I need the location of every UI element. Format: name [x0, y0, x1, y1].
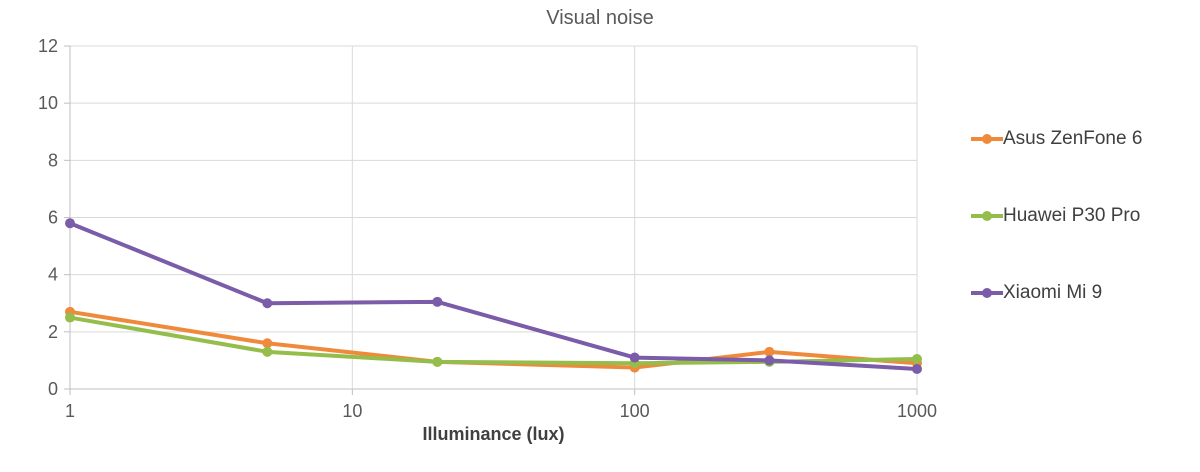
series-marker-2 — [764, 355, 775, 366]
legend-item-2: Xiaomi Mi 9 — [971, 282, 1142, 304]
series-marker-2 — [65, 218, 75, 229]
legend-label: Huawei P30 Pro — [1003, 205, 1141, 226]
x-tick-label: 100 — [620, 401, 650, 421]
legend: Asus ZenFone 6 Huawei P30 Pro Xiaomi Mi 9 — [971, 128, 1142, 304]
series-marker-1 — [912, 353, 922, 364]
legend-label: Asus ZenFone 6 — [1003, 128, 1143, 149]
y-tick-label: 0 — [48, 379, 58, 399]
series-marker-1 — [262, 346, 273, 357]
y-tick-label: 6 — [48, 208, 58, 228]
series-marker-1 — [432, 356, 443, 367]
plot-area: 0 2 4 6 8 10 12 1 10 100 1000 — [38, 36, 937, 421]
series-marker-1 — [65, 312, 75, 323]
x-tick-label: 1000 — [897, 401, 937, 421]
legend-item-0: Asus ZenFone 6 — [971, 128, 1142, 150]
y-tick-label: 8 — [48, 150, 58, 170]
legend-marker-icon — [971, 134, 1003, 144]
y-tick-label: 12 — [38, 36, 58, 56]
series-marker-2 — [912, 363, 922, 374]
chart-title: Visual noise — [546, 7, 654, 29]
legend-label: Xiaomi Mi 9 — [1003, 282, 1103, 303]
x-axis-label: Illuminance (lux) — [422, 424, 565, 444]
x-tick-label: 1 — [65, 401, 75, 421]
series-marker-0 — [262, 338, 273, 349]
series-marker-2 — [432, 296, 443, 307]
series-marker-2 — [262, 298, 273, 309]
legend-item-1: Huawei P30 Pro — [971, 205, 1142, 227]
series-line-1 — [68, 315, 919, 366]
series-marker-0 — [764, 346, 775, 357]
series-line-0 — [68, 309, 919, 370]
legend-marker-icon — [971, 288, 1003, 298]
y-tick-label: 2 — [48, 322, 58, 342]
series-marker-2 — [629, 352, 640, 363]
series-line-2 — [68, 221, 919, 371]
legend-marker-icon — [971, 211, 1003, 221]
x-tick-label: 10 — [342, 401, 362, 421]
y-tick-label: 4 — [48, 265, 58, 285]
y-tick-label: 10 — [38, 93, 58, 113]
